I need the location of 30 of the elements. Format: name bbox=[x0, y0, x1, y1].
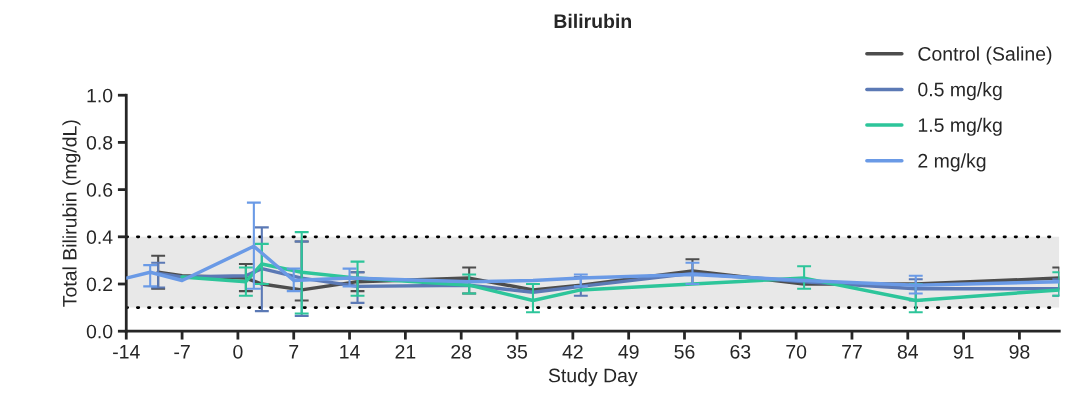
chart-title: Bilirubin bbox=[554, 13, 631, 29]
x-tick-label: 91 bbox=[953, 344, 974, 359]
x-tick-label: 98 bbox=[1009, 344, 1030, 359]
x-tick-label: 84 bbox=[897, 344, 919, 359]
x-tick-label: 63 bbox=[730, 344, 751, 359]
x-tick-label: 14 bbox=[340, 345, 360, 359]
x-tick-label: 56 bbox=[674, 344, 695, 359]
legend-label: 1.5 mg/kg bbox=[918, 117, 1002, 136]
x-axis-title: Study Day bbox=[548, 368, 638, 387]
x-tick-label: 49 bbox=[618, 344, 639, 359]
y-tick-label: 0.2 bbox=[86, 277, 113, 292]
x-tick-label: 28 bbox=[451, 344, 472, 359]
x-tick-label: -14 bbox=[113, 345, 140, 359]
y-axis-title: Total Bilirubin (mg/dL) bbox=[62, 120, 81, 307]
x-tick-label: 42 bbox=[562, 344, 583, 359]
legend-label: Control (Saline) bbox=[918, 46, 1052, 65]
legend-label: 2 mg/kg bbox=[918, 153, 986, 172]
x-tick-label: 77 bbox=[842, 345, 862, 359]
y-tick-label: 1.0 bbox=[87, 88, 113, 103]
x-tick-label: 7 bbox=[289, 345, 299, 359]
legend-label: 0.5 mg/kg bbox=[918, 82, 1002, 101]
y-tick-label: 0.6 bbox=[86, 183, 113, 197]
x-tick-label: 35 bbox=[506, 344, 528, 359]
x-tick-label: 21 bbox=[395, 344, 416, 359]
y-tick-label: 0.8 bbox=[86, 135, 113, 150]
y-tick-label: 0.0 bbox=[86, 324, 113, 339]
x-tick-label: -7 bbox=[174, 345, 190, 359]
x-tick-label: 0 bbox=[233, 344, 243, 359]
y-tick-label: 0.4 bbox=[86, 230, 113, 245]
x-tick-label: 70 bbox=[786, 344, 807, 359]
